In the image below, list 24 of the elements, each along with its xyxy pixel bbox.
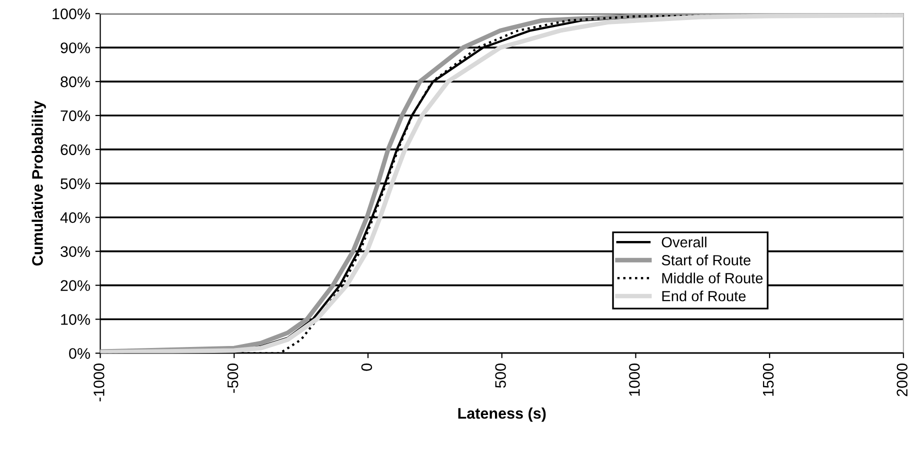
x-tick-label: -500 (227, 364, 238, 393)
y-tick-label: 0% (69, 348, 90, 359)
y-tick-label: 10% (61, 314, 90, 325)
x-tick-label: 500 (495, 364, 506, 388)
y-tick-label: 30% (60, 246, 90, 258)
y-axis-title: Cumulative Probability (32, 100, 46, 266)
legend-label: Start of Route (662, 254, 750, 266)
y-tick-label: 90% (60, 42, 90, 54)
x-axis-title: Lateness (s) (458, 408, 546, 422)
y-tick-label: 20% (60, 280, 90, 291)
legend-label: Middle of Route (662, 272, 763, 284)
x-tick-label: 1000 (629, 364, 640, 396)
x-tick-label: 1500 (762, 364, 774, 396)
y-tick-label: 80% (60, 76, 90, 88)
y-tick-label: 100% (52, 8, 90, 20)
legend-label: End of Route (662, 290, 746, 302)
y-tick-label: 40% (60, 212, 90, 224)
y-tick-label: 70% (60, 110, 90, 122)
x-tick-label: 0 (361, 364, 372, 371)
y-tick-label: 60% (60, 144, 90, 156)
x-tick-label: -1000 (94, 364, 104, 402)
x-tick-label: 2000 (896, 364, 908, 396)
y-tick-label: 50% (60, 178, 90, 190)
legend-label: Overall (662, 236, 706, 248)
